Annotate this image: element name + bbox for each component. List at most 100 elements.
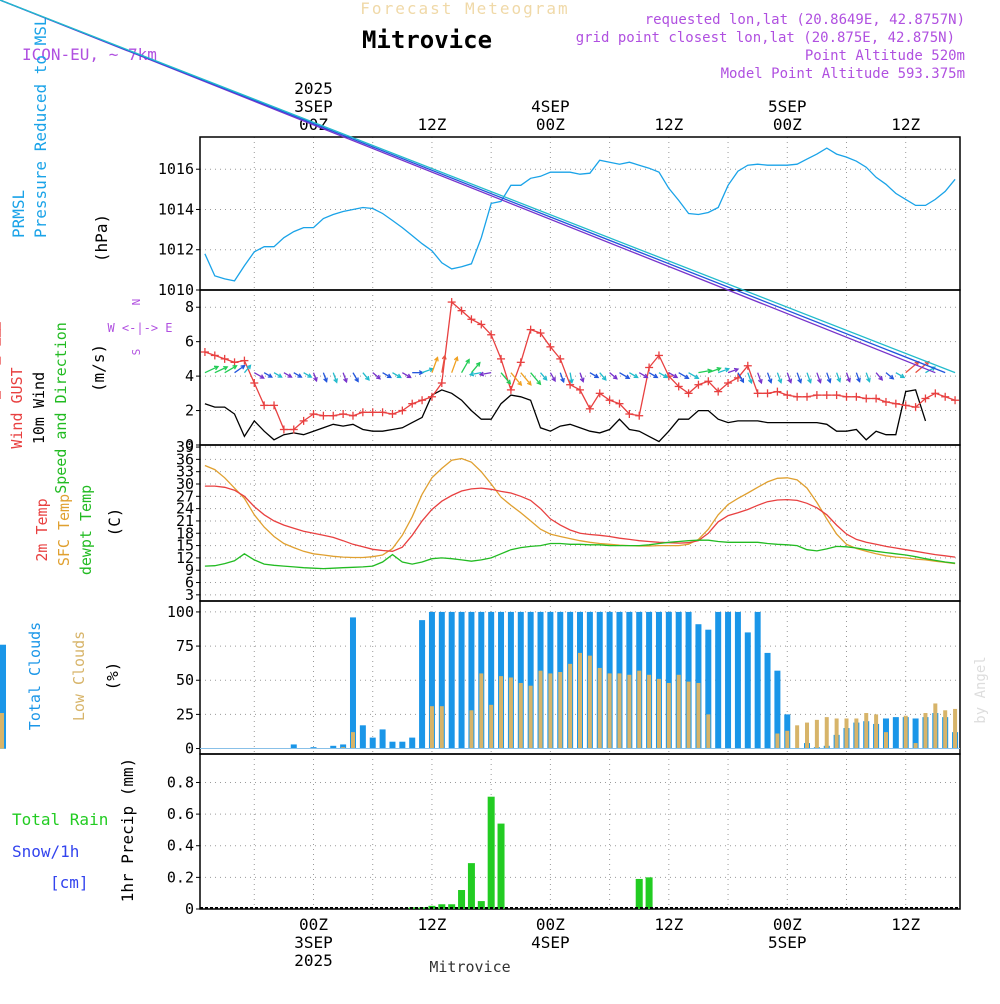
wind-arrow-shaft [638,372,648,378]
time-label-bottom: 00Z [536,915,565,934]
rain-bar [438,904,446,909]
time-label-bottom: 2025 [294,951,333,970]
wind-arrow-head [313,376,318,383]
total-cloud-bar [330,745,337,749]
total-cloud-bar [389,741,396,749]
total-cloud-bar [379,729,386,749]
wind-arrow [766,372,773,384]
gust-point [891,399,900,408]
wind-arrow-head [797,378,803,384]
total-cloud-bar [665,611,672,749]
wind-arrow-head [560,377,565,384]
gust-point [881,397,890,406]
wind-arrow-head [297,373,303,378]
wind-arrow-head [354,377,359,383]
wind-arrow-shaft [312,372,318,382]
plot-layer: 20253SEP00Z12Z4SEP00Z12Z5SEP00Z12Z00Z3SE… [0,0,961,970]
wind-arrow-shaft [470,372,482,376]
wind-arrow [568,372,574,385]
wind-arrow [0,0,956,374]
gust-point [832,391,841,400]
wind-arrow-shaft [530,372,541,385]
wind-arrow-shaft [609,372,618,380]
y-tick-label: 36 [176,450,194,468]
precip-title-part: Total Rain [12,810,108,829]
gust-point [437,379,446,387]
total-cloud-bar [527,611,534,749]
wind-arrow [855,372,861,383]
wind-arrow [559,372,565,384]
wind-arrow-shaft [589,372,599,378]
gust-point [704,377,713,386]
wind-arrow-head [866,377,871,383]
wind-arrow-shaft [479,372,492,376]
wind-arrow-head [536,380,542,386]
wind-arrow-head [716,366,722,372]
wind-arrow-shaft [431,357,439,373]
gust-point [309,410,318,418]
temperature-labels: 2m Temp SFC Temp dewpt Temp (C) [33,485,124,575]
low-cloud-bar [528,685,533,749]
y-tick-label: 8 [185,298,194,316]
wind-arrow [293,372,303,378]
wind-unit: (m/s) [89,344,108,392]
wind-compass-north: N [130,299,143,306]
gust-point [250,379,259,387]
wind-arrow-shaft [708,367,721,374]
y-tick-label: 21 [176,512,194,530]
pressure-title: PRMSL Pressure Reduced to MSL [9,16,50,238]
wind-arrow-shaft [727,368,739,374]
wind-arrow-head [213,365,220,371]
subtitle: Forecast Meteogram [360,0,569,18]
low-cloud-bar [587,655,592,749]
gust-point [872,394,881,403]
wind-arrow-shaft [688,372,699,379]
gust-point [477,320,486,329]
wind-arrow-shaft [540,372,548,381]
low-cloud-bar [943,710,948,749]
low-cloud-bar [805,722,810,749]
wind-arrow-head [453,355,459,362]
y-tick-label: 30 [176,475,194,493]
wind-arrow-shaft [342,372,348,383]
requested-coords: requested lon,lat (20.8649E, 42.8757N) [645,12,965,28]
wind-arrow-head [733,367,740,373]
y-tick-label: 0 [185,900,194,918]
wind-arrow [332,372,338,384]
panel-frame [199,289,961,446]
wind-arrow [549,372,556,383]
wind-arrow [253,372,265,379]
wind-arrow [717,367,731,374]
y-tick-label: 0 [185,436,194,454]
total-cloud-bar [340,744,347,749]
y-tick-label: 0.6 [167,805,194,823]
time-label-top: 4SEP [531,97,570,116]
wind-arrow [460,358,470,373]
rain-bar [487,796,495,909]
low-cloud-bar [923,713,928,749]
total-cloud-bar [409,737,416,749]
wind-arrow-head [594,373,600,379]
wind-arrow-head [246,364,252,370]
gust-point [270,401,279,410]
wind-arrow [470,361,481,374]
wind-arrow [478,371,492,377]
low-cloud-bar [864,713,869,749]
total-cloud-bar [774,670,781,749]
wind-arrow [303,372,313,378]
low-cloud-bar [429,706,434,749]
wind-arrow [322,372,328,383]
wind-arrow [727,367,740,374]
low-cloud-bar [538,670,543,749]
wind-arrow-head [506,379,512,385]
wind-arrow-shaft [451,356,458,373]
gust-point [605,396,614,405]
wind-arrow-head [542,375,548,381]
wind-arrow [382,372,392,379]
wind-arrow-shaft [836,372,841,382]
low-cloud-bar [607,673,612,749]
wind-arrow [204,365,220,374]
rain-bar [645,877,653,909]
wind-arrow-head [223,365,229,371]
